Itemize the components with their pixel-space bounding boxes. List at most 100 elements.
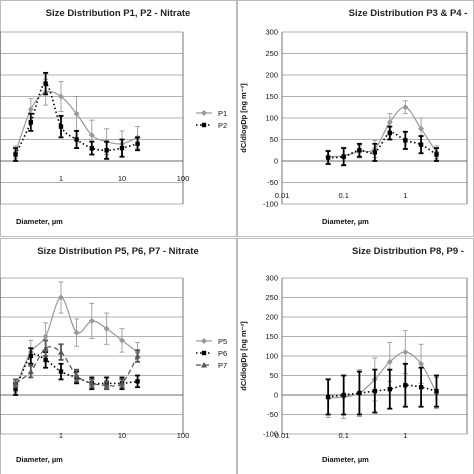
x-axis-label: Diameter, µm <box>16 455 63 464</box>
legend-label: P5 <box>218 337 227 346</box>
y-tick-label: 200 <box>265 313 278 322</box>
data-point <box>325 394 331 400</box>
x-tick-label: 1 <box>59 431 63 440</box>
x-axis-label: Diameter, µm <box>16 217 63 226</box>
panel-frame <box>237 0 474 237</box>
data-point <box>103 325 110 332</box>
data-point <box>13 386 18 392</box>
data-point <box>386 119 393 126</box>
data-point <box>372 150 378 155</box>
data-point <box>42 345 49 351</box>
plot-area <box>0 31 184 205</box>
legend-label: P7 <box>218 361 227 370</box>
y-tick-label: 50 <box>270 371 278 380</box>
plot-area <box>281 31 468 205</box>
data-point <box>434 152 439 157</box>
data-point <box>73 372 80 378</box>
x-axis-label: Diameter, µm <box>322 217 369 226</box>
chart-panel-3: 1 10 100 Diameter, µm Size Distribution P5, … <box>0 238 237 474</box>
chart-title: Size Distribution P8, P9 - <box>352 246 464 257</box>
chart-title: Size Distribution P1, P2 - Nitrate <box>46 8 191 19</box>
y-tick-label: 0 <box>274 157 278 166</box>
legend-marker <box>201 350 207 356</box>
data-point <box>341 154 346 159</box>
data-point <box>43 357 48 363</box>
series-2 <box>325 362 439 416</box>
legend-label: P6 <box>218 349 227 358</box>
data-point <box>387 130 393 136</box>
data-point <box>28 353 34 359</box>
x-tick-label: 1 <box>403 191 407 200</box>
data-point <box>418 360 425 367</box>
data-point <box>119 337 125 344</box>
data-point <box>27 368 34 375</box>
y-tick-label: 250 <box>265 49 278 58</box>
y-tick-label: 100 <box>265 352 278 361</box>
data-point <box>119 145 125 151</box>
y-tick-label: -100 <box>263 200 278 209</box>
data-point <box>104 148 109 153</box>
y-axis-label: dC/dlogDp [ng m⁻³] <box>239 83 248 153</box>
data-point <box>58 124 64 129</box>
y-tick-label: 50 <box>270 135 278 144</box>
data-point <box>135 141 140 146</box>
y-tick-label: -100 <box>263 430 278 439</box>
y-tick-label: 300 <box>265 28 278 37</box>
data-point <box>119 380 125 386</box>
x-tick-label: 0.01 <box>275 191 290 200</box>
data-point <box>73 110 80 117</box>
series-p2 <box>13 71 141 162</box>
data-point <box>387 386 393 392</box>
data-point <box>418 385 424 390</box>
data-point <box>58 93 64 100</box>
legend-marker <box>201 110 207 116</box>
legend-label: P1 <box>218 109 227 118</box>
data-point <box>13 152 18 157</box>
legend-marker <box>201 122 207 128</box>
chart-panel-1: 1 10 100 Diameter, µm Size Distribution P1, … <box>0 0 237 237</box>
data-point <box>357 148 362 153</box>
data-point <box>89 145 95 151</box>
data-point <box>402 349 409 356</box>
x-tick-label: 0.1 <box>338 191 348 200</box>
data-point <box>88 132 95 139</box>
x-tick-label: 1 <box>59 174 63 183</box>
chart-title: Size Distribution P5, P6, P7 - Nitrate <box>37 246 199 257</box>
data-point <box>386 358 393 365</box>
y-tick-label: 150 <box>265 332 278 341</box>
data-point <box>88 317 95 324</box>
y-tick-label: -50 <box>267 178 278 187</box>
data-point <box>403 383 408 388</box>
x-tick-label: 0.01 <box>275 431 290 440</box>
data-point <box>58 349 64 355</box>
x-tick-label: 0.1 <box>338 431 348 440</box>
legend: P5 P6 P7 <box>196 337 227 370</box>
data-point <box>43 81 48 86</box>
y-tick-label: 150 <box>265 92 278 101</box>
data-point <box>42 333 49 340</box>
series-2 <box>325 125 439 167</box>
x-tick-label: 10 <box>118 431 126 440</box>
legend-marker <box>201 362 207 368</box>
data-point <box>434 388 439 394</box>
data-point <box>28 120 34 125</box>
chart-title: Size Distribution P3 & P4 - <box>349 8 468 19</box>
data-point <box>341 392 346 398</box>
x-tick-label: 1 <box>403 431 407 440</box>
data-point <box>27 106 34 113</box>
plot-area <box>281 277 468 435</box>
chart-panel-2: -100 -50 0 50 100 150 200 250 300 dC/dlogDp [ng m… <box>237 0 474 237</box>
y-tick-label: 0 <box>274 391 278 400</box>
data-point <box>403 138 408 143</box>
data-point <box>135 379 140 384</box>
data-point <box>402 104 409 111</box>
data-point <box>418 142 424 147</box>
legend-marker <box>201 338 207 344</box>
y-tick-label: -50 <box>267 410 278 419</box>
data-point <box>58 294 64 301</box>
data-point <box>88 380 95 386</box>
y-tick-label: 250 <box>265 293 278 302</box>
x-tick-label: 10 <box>118 174 126 183</box>
